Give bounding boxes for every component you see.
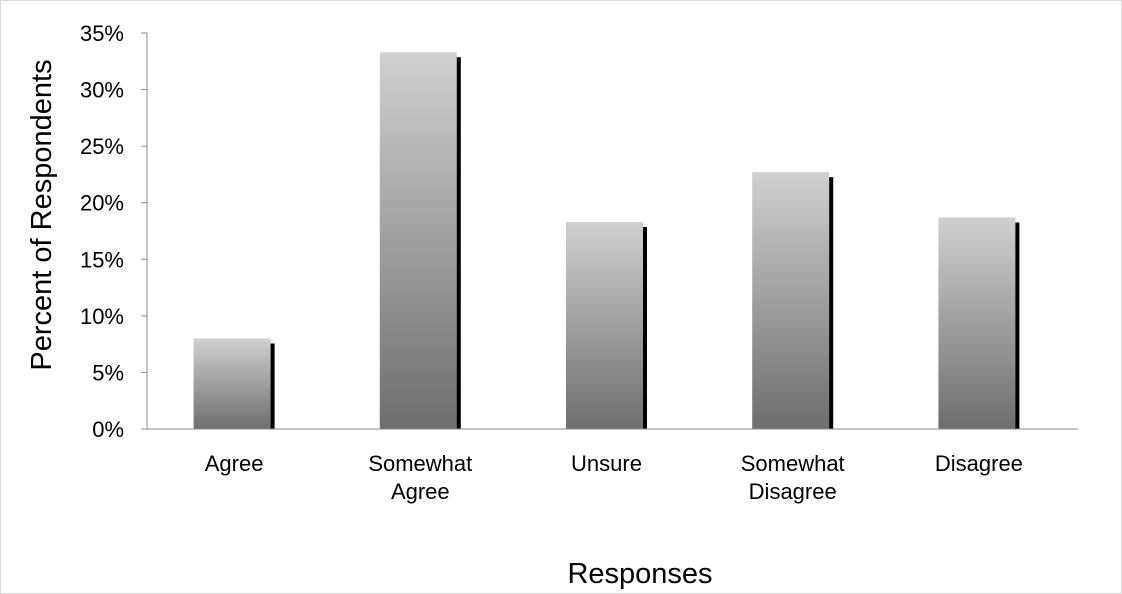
x-category-label: Somewhat Agree — [368, 451, 472, 504]
y-axis-ticks: 0% 5% 10% 15% 20% 25% 30% 35% — [80, 21, 147, 442]
x-axis-title: Responses — [567, 558, 712, 590]
x-category-label: Disagree — [935, 451, 1023, 476]
y-tick-label: 15% — [80, 247, 124, 272]
x-category-label: Unsure — [571, 451, 642, 476]
bars — [194, 52, 1020, 429]
y-axis-title: Percent of Respondents — [26, 59, 58, 370]
y-tick-label: 10% — [80, 304, 124, 329]
bar — [194, 338, 271, 429]
x-axis-labels: Agree Somewhat Agree Unsure Somewhat Disagree… — [205, 451, 1023, 504]
y-tick-label: 5% — [92, 360, 124, 385]
y-tick-label: 20% — [80, 191, 124, 216]
y-tick-label: 0% — [92, 417, 124, 442]
y-tick-label: 35% — [80, 21, 124, 46]
x-category-label: Agree — [205, 451, 264, 476]
bar — [566, 222, 643, 429]
x-category-label: Somewhat Disagree — [741, 451, 845, 504]
bar — [752, 172, 829, 429]
y-tick-label: 30% — [80, 78, 124, 103]
bar — [938, 217, 1015, 429]
bar — [380, 52, 457, 429]
y-tick-label: 25% — [80, 134, 124, 159]
